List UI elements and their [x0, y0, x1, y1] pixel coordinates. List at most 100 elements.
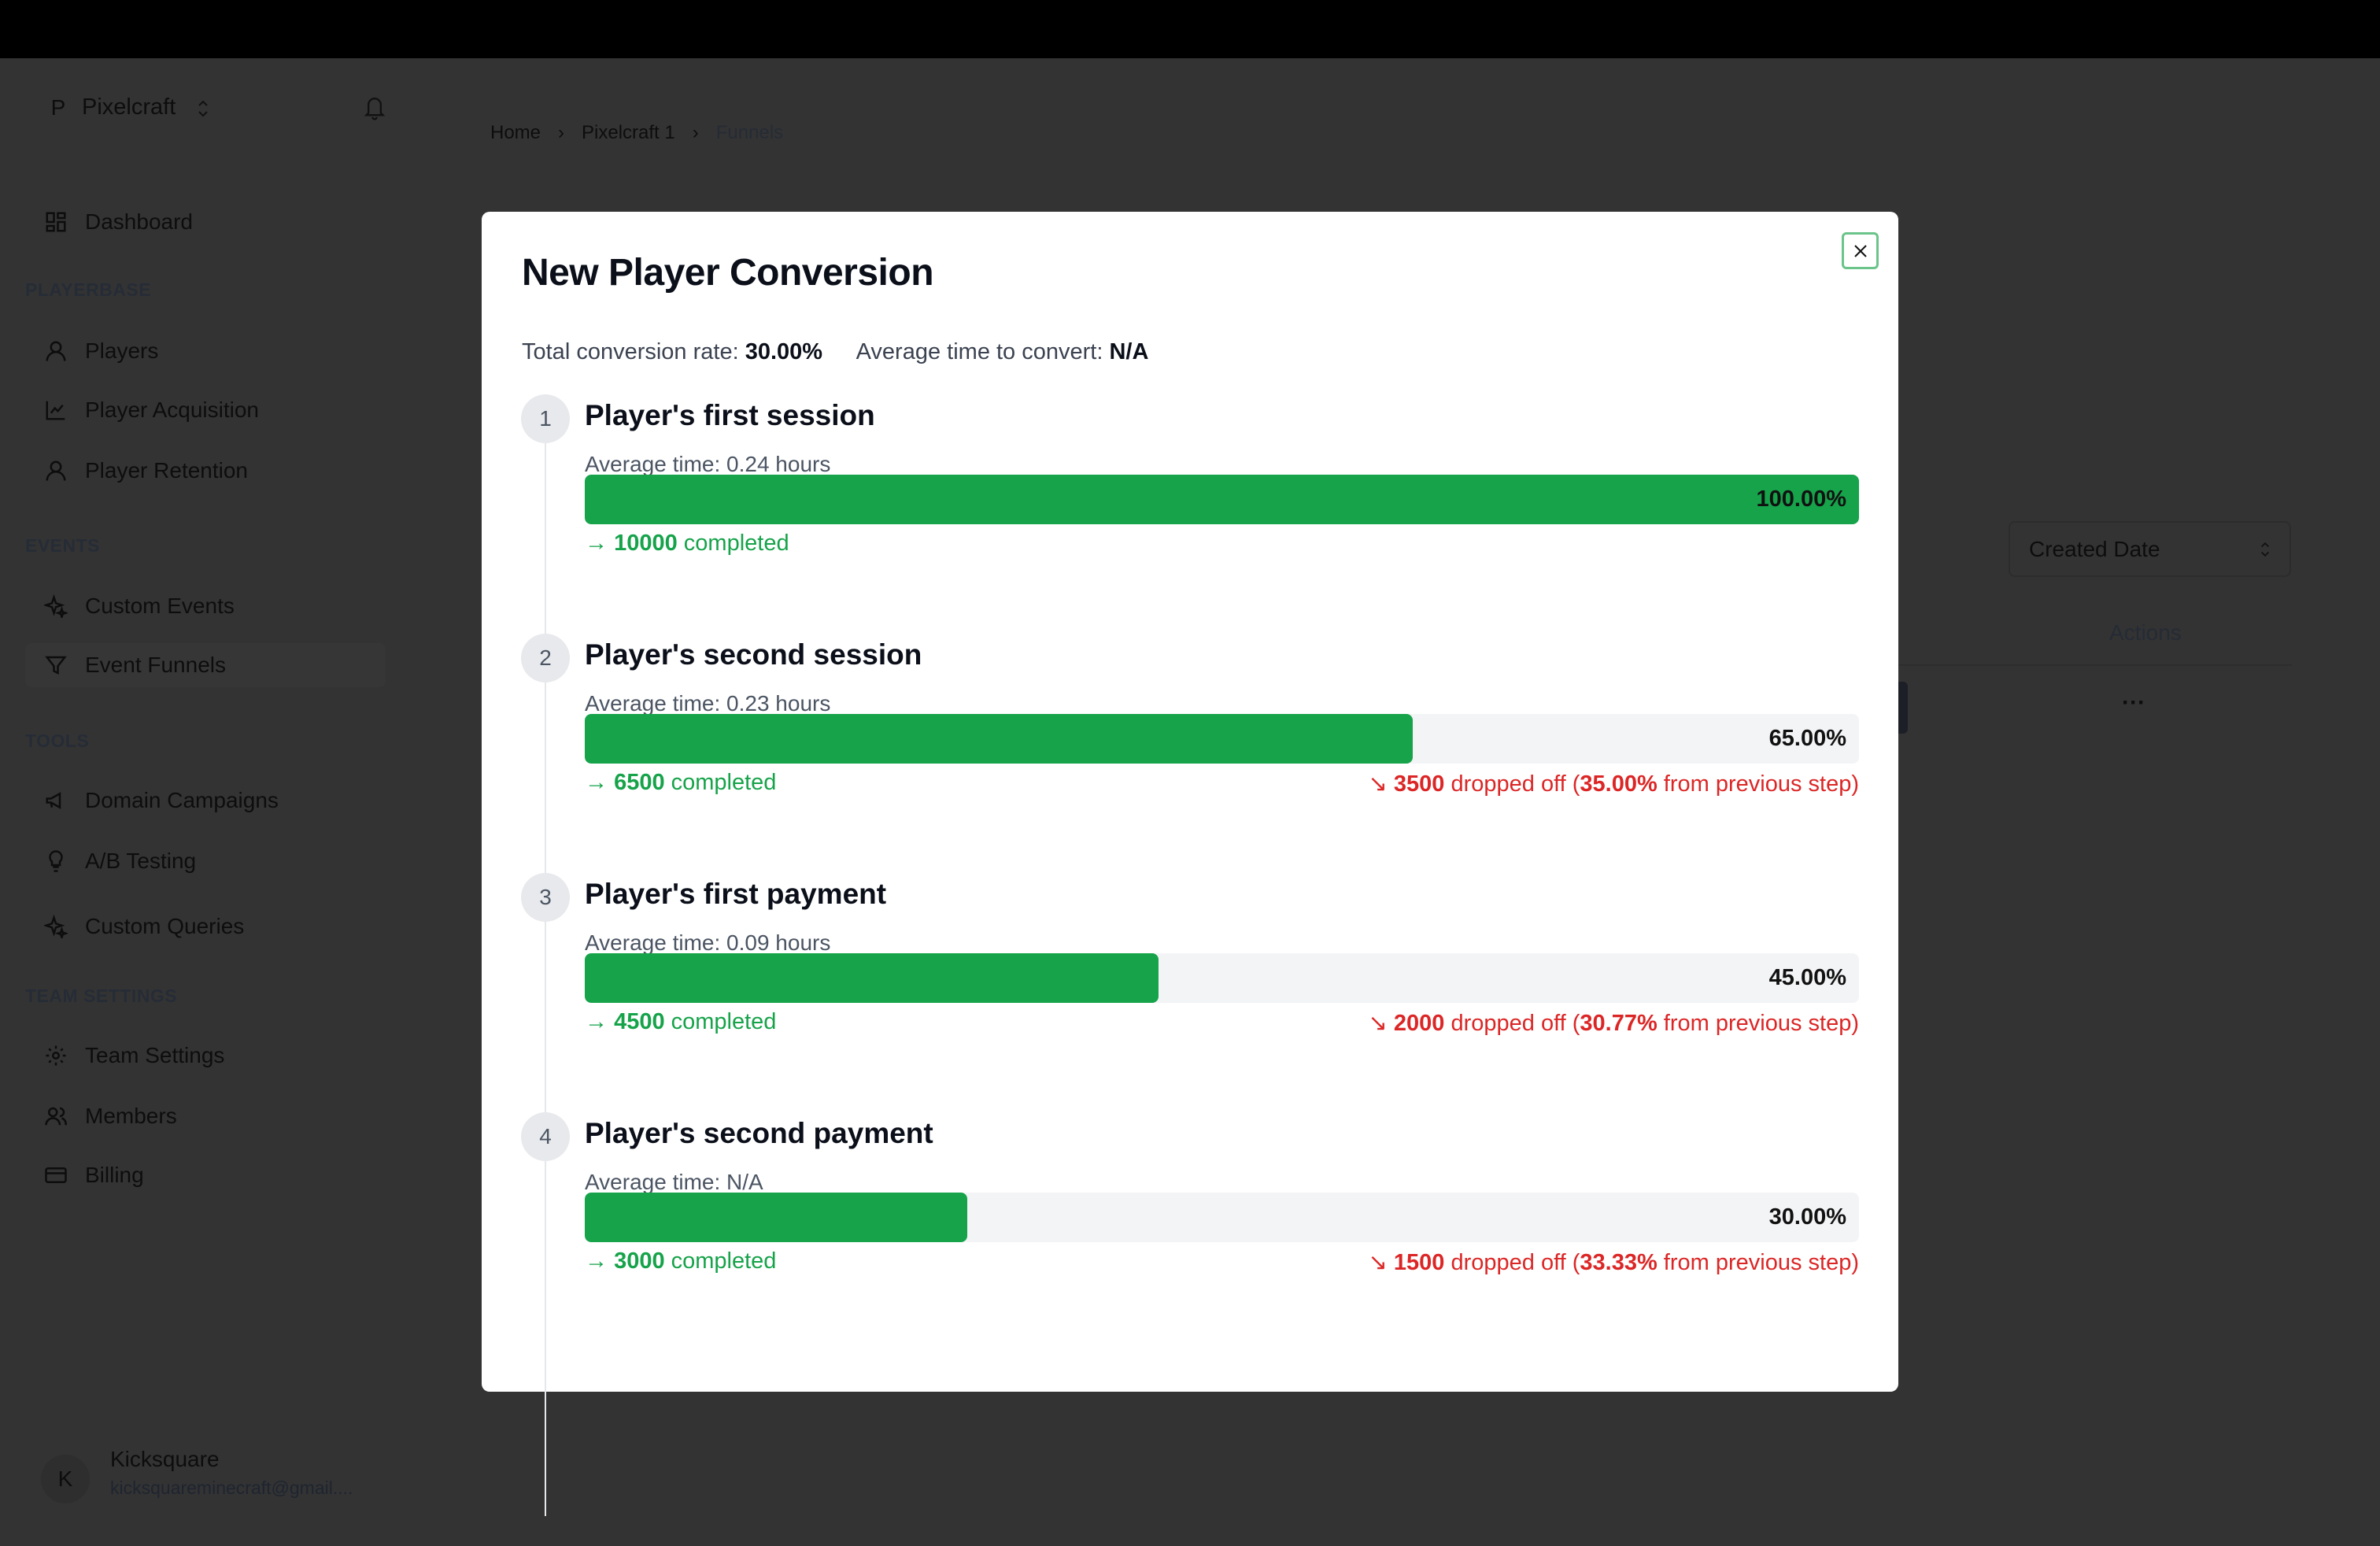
step-progress-fill [585, 1193, 967, 1242]
step-progress-bar: 100.00% [585, 475, 1859, 524]
funnel-step: 1 Player's first session Average time: 0… [521, 394, 1859, 623]
step-avg-time: Average time: 0.23 hours [585, 691, 831, 716]
step-progress-fill [585, 953, 1159, 1003]
megaphone-icon [46, 792, 61, 809]
sparkles-icon [44, 915, 68, 938]
dropped-label: dropped off ( [1451, 1011, 1580, 1036]
funnel-step: 3 Player's first payment Average time: 0… [521, 873, 1859, 1101]
completed-count: 4500 [614, 1009, 665, 1034]
breadcrumb: Home › Pixelcraft 1 › Funnels [490, 122, 783, 144]
sidebar-item-custom-queries[interactable]: Custom Queries [44, 904, 405, 949]
step-percent: 30.00% [1768, 1204, 1846, 1230]
chevron-up-down-icon [2261, 542, 2269, 557]
user-email: kicksquareminecraft@gmail.... [110, 1478, 353, 1498]
sidebar-item-dashboard[interactable]: Dashboard [44, 200, 405, 244]
sidebar-item-domain-campaigns[interactable]: Domain Campaigns [44, 779, 405, 823]
step-progress-bar: 45.00% [585, 953, 1859, 1003]
sidebar-item-custom-events[interactable]: Custom Events [44, 584, 405, 628]
sidebar-item-billing[interactable]: Billing [44, 1153, 405, 1197]
dropped-count: 1500 [1393, 1250, 1445, 1275]
sidebar-item-team-settings[interactable]: Team Settings [44, 1034, 405, 1078]
completed-label: completed [671, 1248, 777, 1274]
sidebar-item-label: Custom Queries [85, 914, 245, 938]
actions-header: Actions [2109, 620, 2182, 645]
sidebar-item-label: Custom Events [85, 594, 235, 618]
funnel-modal: New Player Conversion Total conversion r… [482, 212, 1898, 1516]
table-divider [1898, 664, 2292, 666]
step-avg-time: Average time: 0.24 hours [585, 452, 831, 476]
sidebar-item-player-acquisition[interactable]: Player Acquisition [44, 388, 405, 432]
completed-label: completed [671, 1009, 777, 1034]
org-switcher[interactable]: Pixelcraft [82, 94, 176, 120]
line-chart-icon [46, 401, 65, 420]
section-events: EVENTS [25, 535, 101, 556]
sort-select[interactable]: Created Date [2009, 521, 2291, 577]
row-actions-menu[interactable]: ··· [2122, 690, 2145, 716]
sidebar-item-label: Player Retention [85, 458, 249, 483]
step-title: Player's second payment [585, 1117, 933, 1149]
step-completed: → 3000 completed [585, 1248, 777, 1274]
sort-select-value: Created Date [2029, 536, 2160, 561]
funnel-step: 2 Player's second session Average time: … [521, 634, 1859, 862]
dropped-suffix: from previous step) [1663, 1250, 1859, 1275]
sidebar-item-players[interactable]: Players [44, 329, 405, 373]
bell-icon[interactable] [362, 94, 387, 121]
step-avg-time: Average time: 0.09 hours [585, 930, 831, 955]
top-bar [0, 0, 2380, 58]
user-icon [46, 460, 66, 481]
step-completed: → 4500 completed [585, 1009, 777, 1034]
step-completed: → 10000 completed [585, 531, 789, 556]
completed-count: 3000 [614, 1248, 665, 1274]
dropped-percent: 33.33% [1580, 1250, 1658, 1275]
sidebar-item-event-funnels[interactable]: Event Funnels [25, 643, 386, 687]
dropped-suffix: from previous step) [1663, 771, 1859, 797]
funnel-icon [45, 656, 67, 675]
sidebar-item-label: Dashboard [85, 209, 193, 234]
sparkles-icon [44, 594, 68, 618]
step-number: 2 [521, 634, 570, 682]
sidebar-item-ab-testing[interactable]: A/B Testing [44, 839, 405, 883]
rate-value: 30.00% [745, 339, 823, 364]
step-avg-time: Average time: N/A [585, 1170, 763, 1194]
time-label: Average time to convert: [856, 339, 1103, 364]
funnel-step: 4 Player's second payment Average time: … [521, 1112, 1859, 1341]
step-title: Player's first session [585, 399, 875, 431]
step-number: 4 [521, 1112, 570, 1161]
sidebar-item-label: Domain Campaigns [85, 788, 279, 812]
user-avatar[interactable]: K [41, 1455, 90, 1503]
breadcrumb-project[interactable]: Pixelcraft 1 [582, 122, 675, 143]
close-button[interactable] [1842, 232, 1879, 269]
dashboard-icon [46, 212, 66, 232]
sidebar-item-label: A/B Testing [85, 849, 197, 873]
step-dropped: ↘ 2000 dropped off (30.77% from previous… [1368, 1011, 1859, 1036]
section-playerbase: PLAYERBASE [25, 279, 152, 300]
user-name: Kicksquare [110, 1447, 220, 1471]
time-value: N/A [1109, 339, 1149, 364]
timeline-line [545, 443, 546, 1516]
chevron-up-down-icon[interactable] [197, 98, 209, 120]
modal-title: New Player Conversion [522, 252, 934, 294]
step-number: 1 [521, 394, 570, 443]
completed-count: 6500 [614, 770, 665, 795]
dropped-suffix: from previous step) [1663, 1011, 1859, 1036]
dropped-count: 2000 [1393, 1011, 1445, 1036]
users-icon [45, 1107, 67, 1126]
lightbulb-icon [49, 850, 63, 872]
section-tools: TOOLS [25, 730, 90, 751]
step-percent: 45.00% [1768, 965, 1846, 990]
sidebar-item-player-retention[interactable]: Player Retention [44, 449, 405, 493]
rate-label: Total conversion rate: [522, 339, 739, 364]
step-completed: → 6500 completed [585, 770, 777, 795]
section-team-settings: TEAM SETTINGS [25, 986, 178, 1006]
step-progress-bar: 65.00% [585, 714, 1859, 764]
step-dropped: ↘ 1500 dropped off (33.33% from previous… [1368, 1250, 1859, 1275]
conversion-summary: Total conversion rate: 30.00% Average ti… [522, 339, 1148, 365]
sidebar-item-label: Members [85, 1104, 177, 1128]
dropped-percent: 30.77% [1580, 1011, 1658, 1036]
sidebar-item-members[interactable]: Members [44, 1094, 405, 1138]
breadcrumb-home[interactable]: Home [490, 122, 541, 143]
breadcrumb-current: Funnels [715, 122, 784, 143]
completed-label: completed [683, 531, 789, 556]
sidebar-item-label: Players [85, 338, 159, 363]
chevron-right-icon: › [692, 122, 699, 143]
